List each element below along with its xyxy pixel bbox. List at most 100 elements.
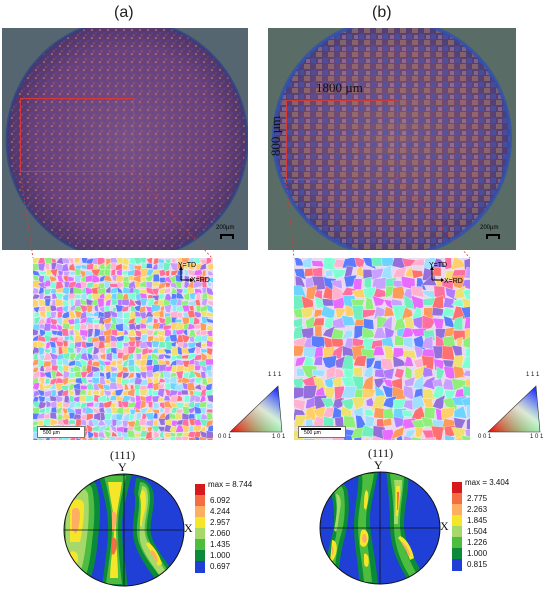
grain [33,382,41,391]
grain [48,382,57,390]
grain [129,437,134,440]
grain [99,353,106,360]
scale-bar-label-a: 200µm [216,225,235,231]
grain [37,401,47,410]
grain [343,274,358,288]
grain [466,417,470,430]
grain [206,280,212,287]
grain [127,329,137,337]
grain [38,382,46,392]
pole-figure-title-b: (111) [368,446,394,460]
grain [206,286,213,296]
grain [169,432,176,438]
grain [200,348,209,354]
grain [133,299,143,307]
grain [422,376,435,390]
grain [430,295,444,311]
grain [43,322,52,332]
grain [430,425,444,440]
grain [92,370,100,378]
grain [121,395,131,404]
grain [133,439,143,440]
grain [436,365,445,380]
grain [158,335,165,343]
colour-bar-level-label: 2.957 [210,517,231,527]
grain [187,269,196,277]
grain [152,322,161,330]
grain [207,376,213,384]
grain [116,382,125,390]
grain [33,438,38,440]
grain [116,369,124,379]
ipf-triangle-a [229,385,283,433]
grain [294,414,307,429]
grain [80,264,89,270]
grain [43,418,52,427]
pole-figure-axis-y-a: Y [118,460,127,474]
colour-bar-segment [195,550,205,562]
grain [206,312,213,317]
grain [207,425,213,434]
grain [394,334,405,346]
grain [152,401,160,410]
grain [49,418,58,426]
grain [183,395,191,403]
grain [370,395,386,412]
grain [175,281,182,289]
grain [81,376,88,385]
grain [199,388,208,397]
grain [111,352,119,360]
grain [188,262,197,270]
grain [97,298,105,308]
grain [330,279,343,290]
grain [145,324,155,331]
grain [461,356,470,369]
ebsd-scale-label-b: 500 µm [304,430,321,436]
grain [206,304,213,314]
grain [73,365,82,372]
grain [157,397,165,402]
grain [194,365,202,371]
grain [169,310,179,320]
grain [81,335,87,341]
grain [451,298,464,308]
grain [199,425,206,432]
grain [62,258,70,264]
grain [403,337,414,349]
colour-bar-level-label: 0.697 [210,561,231,571]
grain [422,297,437,306]
grain [422,366,434,378]
colour-bar-level-label: 2.060 [210,528,231,538]
grain [464,428,470,438]
grain [158,341,166,348]
grain [145,431,153,440]
grain [187,370,196,380]
colour-bar-level-label: 1.845 [467,515,488,525]
grain [206,403,213,409]
grain [305,315,315,330]
grain [56,330,64,337]
grain [67,419,76,425]
grain [194,436,201,440]
grain [461,435,470,440]
ebsd-map-b: 500 µm Y=TD X=RD [294,258,470,440]
grain [205,358,213,366]
grain [103,275,113,282]
panel-label-b: (b) [372,4,392,21]
ebsd-map-a: 500 µm Y=TD X=RD [33,258,213,440]
grain [464,266,470,279]
grain [49,341,57,350]
grain [122,411,131,422]
grain [160,305,165,312]
grain [198,263,207,272]
grain [87,436,94,440]
grain [401,327,415,338]
grain [158,310,165,318]
colour-bar-levels-b: 2.775 2.263 1.845 1.504 1.226 1.000 0.815 [467,490,507,570]
grain [72,306,83,312]
grain [127,430,137,439]
grain [451,378,467,391]
grain [103,262,112,271]
grain [74,258,80,264]
grain [194,311,203,319]
